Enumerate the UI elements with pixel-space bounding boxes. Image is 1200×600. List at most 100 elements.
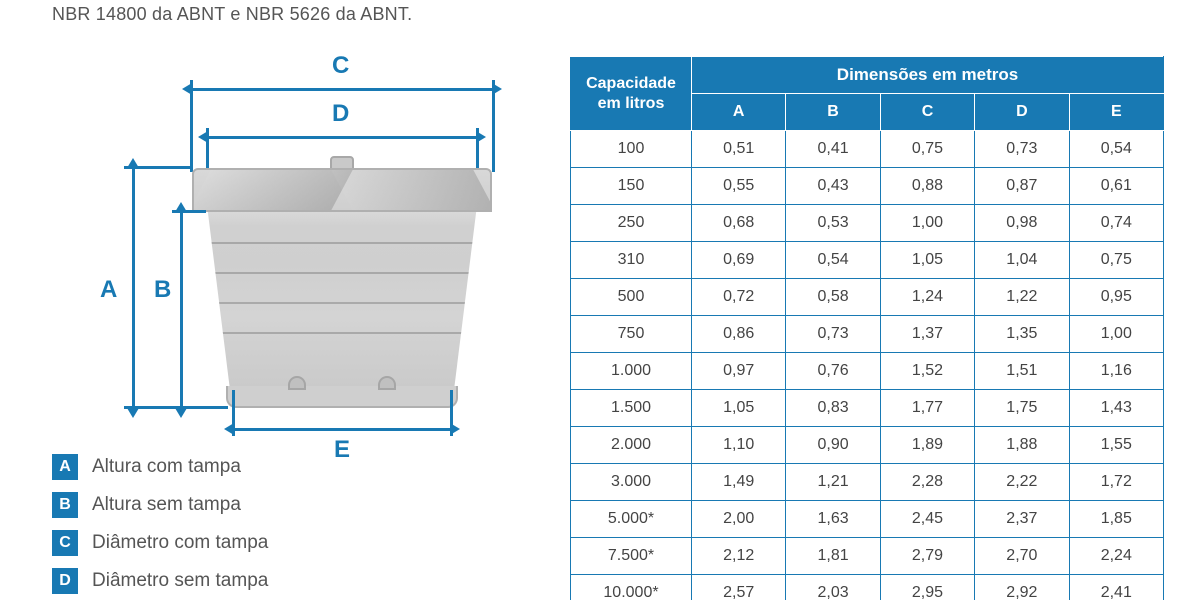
cell-b: 0,53 bbox=[786, 205, 880, 242]
dimensions-table-wrap: Capacidade em litros Dimensões em metros… bbox=[570, 56, 1164, 600]
tank-outlet bbox=[288, 376, 306, 390]
dim-label-c: C bbox=[332, 52, 349, 80]
cell-a: 0,97 bbox=[692, 353, 786, 390]
col-header-e: E bbox=[1069, 94, 1163, 131]
cell-c: 1,37 bbox=[880, 316, 974, 353]
cell-capacity: 2.000 bbox=[571, 427, 692, 464]
cell-capacity: 10.000* bbox=[571, 575, 692, 600]
cell-d: 0,73 bbox=[975, 131, 1069, 168]
cell-e: 0,75 bbox=[1069, 242, 1163, 279]
cell-d: 2,22 bbox=[975, 464, 1069, 501]
table-row: 1.0000,970,761,521,511,16 bbox=[571, 353, 1164, 390]
cell-b: 0,54 bbox=[786, 242, 880, 279]
table-row: 1.5001,050,831,771,751,43 bbox=[571, 390, 1164, 427]
cell-d: 0,87 bbox=[975, 168, 1069, 205]
cell-b: 1,81 bbox=[786, 538, 880, 575]
table-row: 2.0001,100,901,891,881,55 bbox=[571, 427, 1164, 464]
tank-lid bbox=[192, 168, 492, 212]
cell-b: 0,58 bbox=[786, 279, 880, 316]
cell-d: 0,98 bbox=[975, 205, 1069, 242]
legend-item: AAltura com tampa bbox=[52, 454, 268, 480]
cell-c: 1,24 bbox=[880, 279, 974, 316]
dim-label-d: D bbox=[332, 100, 349, 128]
cell-capacity: 1.000 bbox=[571, 353, 692, 390]
cell-e: 0,61 bbox=[1069, 168, 1163, 205]
dim-tick bbox=[492, 80, 495, 172]
cell-b: 0,76 bbox=[786, 353, 880, 390]
cell-d: 1,04 bbox=[975, 242, 1069, 279]
table-row: 2500,680,531,000,980,74 bbox=[571, 205, 1164, 242]
cell-e: 1,16 bbox=[1069, 353, 1163, 390]
cell-d: 1,75 bbox=[975, 390, 1069, 427]
legend-badge: A bbox=[52, 454, 78, 480]
legend-badge: C bbox=[52, 530, 78, 556]
cell-b: 0,41 bbox=[786, 131, 880, 168]
cell-e: 0,54 bbox=[1069, 131, 1163, 168]
cell-b: 0,73 bbox=[786, 316, 880, 353]
cell-b: 1,21 bbox=[786, 464, 880, 501]
cell-e: 1,43 bbox=[1069, 390, 1163, 427]
cell-capacity: 1.500 bbox=[571, 390, 692, 427]
cell-capacity: 150 bbox=[571, 168, 692, 205]
cell-a: 2,00 bbox=[692, 501, 786, 538]
dim-tick bbox=[232, 390, 235, 436]
cell-c: 1,05 bbox=[880, 242, 974, 279]
tank-body bbox=[202, 210, 482, 390]
dim-tick bbox=[124, 166, 192, 169]
cell-c: 2,28 bbox=[880, 464, 974, 501]
cell-e: 2,24 bbox=[1069, 538, 1163, 575]
cell-capacity: 750 bbox=[571, 316, 692, 353]
cell-a: 2,12 bbox=[692, 538, 786, 575]
cell-b: 0,90 bbox=[786, 427, 880, 464]
col-header-capacity: Capacidade em litros bbox=[571, 57, 692, 131]
table-body: 1000,510,410,750,730,541500,550,430,880,… bbox=[571, 131, 1164, 600]
dim-arrow-d bbox=[208, 136, 476, 139]
dimension-legend: AAltura com tampaBAltura sem tampaCDiâme… bbox=[52, 454, 268, 600]
dim-tick bbox=[172, 210, 206, 213]
tank-dimension-diagram: C D A bbox=[52, 40, 532, 440]
cell-a: 0,86 bbox=[692, 316, 786, 353]
dim-arrow-c bbox=[192, 88, 492, 91]
cell-a: 2,57 bbox=[692, 575, 786, 600]
cell-capacity: 5.000* bbox=[571, 501, 692, 538]
cell-c: 1,52 bbox=[880, 353, 974, 390]
table-row: 10.000*2,572,032,952,922,41 bbox=[571, 575, 1164, 600]
legend-badge: B bbox=[52, 492, 78, 518]
dim-label-a: A bbox=[100, 276, 117, 304]
cell-a: 0,55 bbox=[692, 168, 786, 205]
tank-base bbox=[226, 386, 458, 408]
cell-d: 1,51 bbox=[975, 353, 1069, 390]
cell-e: 1,00 bbox=[1069, 316, 1163, 353]
cell-c: 1,89 bbox=[880, 427, 974, 464]
cell-b: 2,03 bbox=[786, 575, 880, 600]
table-row: 3.0001,491,212,282,221,72 bbox=[571, 464, 1164, 501]
cell-capacity: 500 bbox=[571, 279, 692, 316]
cell-a: 1,05 bbox=[692, 390, 786, 427]
cell-e: 0,95 bbox=[1069, 279, 1163, 316]
table-row: 5000,720,581,241,220,95 bbox=[571, 279, 1164, 316]
page-root: NBR 14800 da ABNT e NBR 5626 da ABNT. C … bbox=[0, 0, 1200, 600]
cell-a: 1,10 bbox=[692, 427, 786, 464]
cell-capacity: 250 bbox=[571, 205, 692, 242]
top-note: NBR 14800 da ABNT e NBR 5626 da ABNT. bbox=[52, 4, 412, 25]
cell-e: 1,85 bbox=[1069, 501, 1163, 538]
table-row: 1500,550,430,880,870,61 bbox=[571, 168, 1164, 205]
legend-text: Diâmetro sem tampa bbox=[92, 570, 268, 592]
dim-label-b: B bbox=[154, 276, 171, 304]
cell-d: 1,88 bbox=[975, 427, 1069, 464]
table-row: 7.500*2,121,812,792,702,24 bbox=[571, 538, 1164, 575]
table-row: 5.000*2,001,632,452,371,85 bbox=[571, 501, 1164, 538]
cell-capacity: 7.500* bbox=[571, 538, 692, 575]
col-header-d: D bbox=[975, 94, 1069, 131]
cell-capacity: 3.000 bbox=[571, 464, 692, 501]
cell-d: 1,22 bbox=[975, 279, 1069, 316]
cell-a: 0,72 bbox=[692, 279, 786, 316]
legend-item: C Diâmetro com tampa bbox=[52, 530, 268, 556]
table-row: 3100,690,541,051,040,75 bbox=[571, 242, 1164, 279]
col-header-c: C bbox=[880, 94, 974, 131]
legend-text: Diâmetro com tampa bbox=[92, 532, 268, 554]
dim-tick bbox=[450, 390, 453, 436]
cell-d: 2,70 bbox=[975, 538, 1069, 575]
col-header-a: A bbox=[692, 94, 786, 131]
col-header-b: B bbox=[786, 94, 880, 131]
